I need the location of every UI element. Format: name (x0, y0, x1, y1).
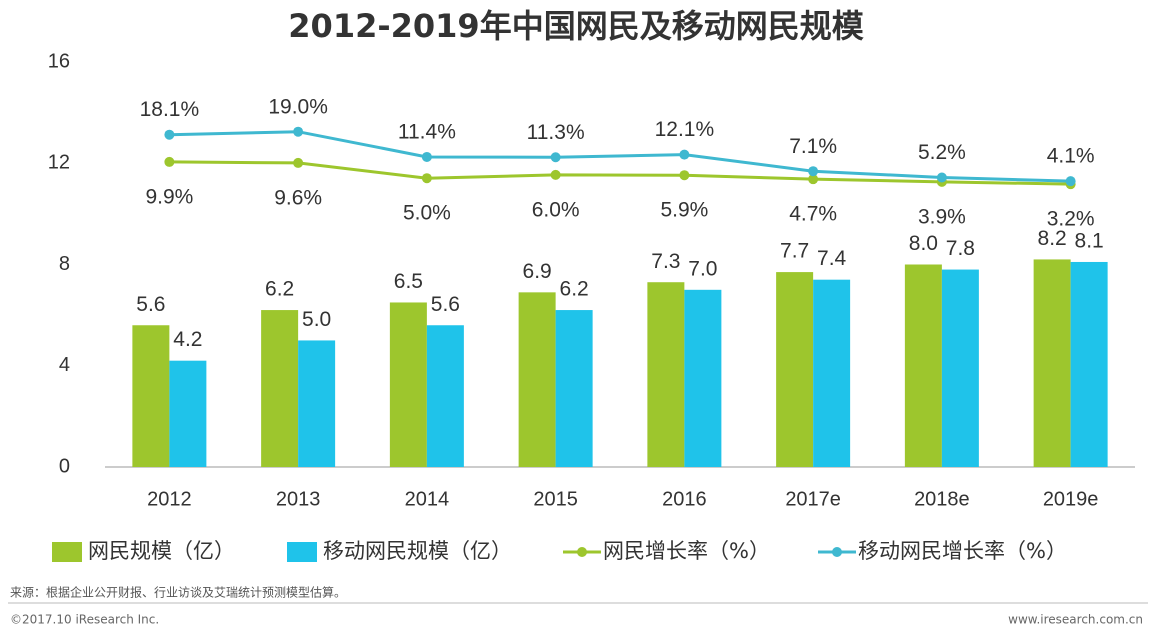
line-label: 5.9% (660, 199, 708, 222)
bar (389, 302, 427, 467)
x-tick-label: 2019e (1043, 488, 1099, 510)
point (164, 156, 175, 167)
point (550, 169, 561, 180)
bar-label: 7.0 (688, 257, 717, 280)
bar (555, 310, 593, 467)
line-label: 4.1% (1047, 145, 1095, 168)
x-tick-label: 2016 (662, 488, 707, 510)
legend-swatch (52, 542, 82, 562)
legend-label: 网民增长率（%） (603, 539, 770, 563)
point (808, 166, 819, 177)
bar (298, 340, 336, 467)
point (421, 173, 432, 184)
bar-label: 8.2 (1038, 227, 1067, 250)
legend-label: 移动网民规模（亿） (323, 539, 512, 563)
bar (904, 264, 942, 467)
x-tick-label: 2012 (147, 488, 192, 510)
bar (1033, 259, 1071, 467)
point (1065, 176, 1076, 187)
legend-label: 网民规模（亿） (88, 539, 235, 563)
website: www.iresearch.com.cn (1008, 613, 1143, 627)
point (293, 157, 304, 168)
bar-label: 7.8 (946, 237, 975, 260)
chart-title: 2012-2019年中国网民及移动网民规模 (288, 7, 863, 45)
bar (941, 269, 979, 467)
line (169, 160, 1071, 186)
y-tick-label: 4 (59, 354, 70, 376)
bar (647, 282, 685, 467)
bar-label: 8.0 (909, 232, 938, 255)
y-tick-label: 0 (59, 455, 70, 477)
bar-label: 7.3 (651, 250, 680, 273)
y-tick-label: 16 (48, 50, 70, 72)
bar (684, 289, 722, 467)
line-label: 18.1% (140, 98, 200, 121)
bar (776, 272, 814, 467)
bar-label: 5.6 (136, 293, 165, 316)
line-label: 11.3% (527, 121, 585, 144)
copyright: ©2017.10 iResearch Inc. (10, 613, 159, 627)
line-label: 12.1% (655, 118, 715, 141)
line-label: 11.4% (398, 120, 456, 143)
legend-label: 移动网民增长率（%） (858, 539, 1067, 563)
line-label: 5.2% (918, 141, 966, 164)
bar (518, 292, 556, 467)
y-tick-label: 12 (48, 152, 70, 174)
point (293, 126, 304, 137)
line-label: 3.2% (1047, 208, 1095, 231)
point (421, 151, 432, 162)
point (550, 152, 561, 163)
bar-label: 8.1 (1075, 230, 1104, 253)
bar-label: 6.9 (523, 260, 552, 283)
line-label: 5.0% (403, 202, 451, 225)
bar (261, 310, 299, 467)
x-tick-label: 2018e (914, 488, 970, 510)
line-label: 19.0% (268, 95, 328, 118)
line-label: 7.1% (789, 135, 837, 158)
bar-label: 5.0 (302, 308, 331, 331)
legend-swatch (287, 542, 317, 562)
point (808, 174, 819, 185)
x-tick-label: 2015 (533, 488, 578, 510)
line-label: 6.0% (532, 198, 580, 221)
bar-label: 7.4 (817, 247, 847, 270)
bar (1070, 261, 1108, 467)
line (169, 130, 1071, 183)
bar-label: 5.6 (431, 293, 460, 316)
bar (813, 279, 851, 467)
bar-label: 7.7 (780, 240, 809, 263)
source: 来源：根据企业公开财报、行业访谈及艾瑞统计预测模型估算。 (10, 585, 346, 600)
bar-label: 6.2 (560, 278, 589, 301)
line-label: 4.7% (789, 203, 837, 226)
x-tick-label: 2014 (405, 488, 450, 510)
legend-marker (577, 547, 587, 557)
bar (426, 325, 464, 467)
point (936, 172, 947, 183)
bar-label: 4.2 (173, 328, 202, 351)
bar-label: 6.2 (265, 278, 294, 301)
legend-marker (832, 547, 842, 557)
bar (132, 325, 170, 467)
point (164, 129, 175, 140)
bar-label: 6.5 (394, 270, 423, 293)
point (679, 149, 690, 160)
bar (169, 360, 207, 467)
x-tick-label: 2013 (276, 488, 321, 510)
line-label: 3.9% (918, 205, 966, 228)
line-label: 9.6% (274, 186, 322, 209)
y-tick-label: 8 (59, 253, 70, 275)
point (679, 170, 690, 181)
x-tick-label: 2017e (785, 488, 841, 510)
line-label: 9.9% (145, 185, 193, 208)
